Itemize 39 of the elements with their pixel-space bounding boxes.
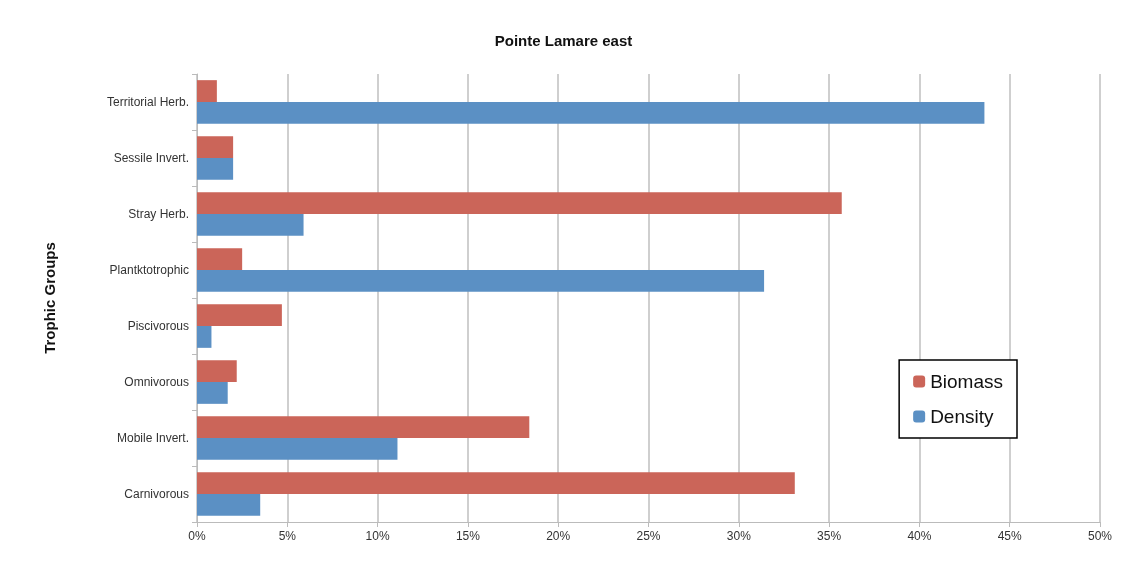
x-tick-label: 45% (997, 529, 1023, 543)
legend-label: Density (930, 406, 994, 427)
x-tick-label: 10% (365, 529, 390, 543)
y-axis-title: Trophic Groups (41, 242, 58, 354)
y-tick-label: Plantktotrophic (109, 263, 189, 277)
bar (197, 270, 765, 292)
x-tick-label: 15% (455, 529, 481, 543)
y-tick-label: Carnivorous (124, 487, 189, 501)
bar (197, 326, 212, 348)
chart-title: Pointe Lamare east (494, 32, 633, 49)
x-tick-label: 0% (188, 529, 206, 543)
bar (197, 494, 261, 516)
x-tick-label: 35% (817, 529, 842, 543)
legend-label: Biomass (930, 371, 1003, 392)
bar (197, 80, 217, 102)
y-tick-label: Sessile Invert. (113, 151, 189, 165)
bar (197, 136, 234, 158)
bar (197, 102, 985, 124)
bar (197, 382, 228, 404)
bar (197, 214, 304, 236)
x-tick-label: 5% (278, 529, 297, 543)
y-tick-label: Omnivorous (124, 375, 189, 389)
y-tick-label: Stray Herb. (128, 207, 189, 221)
bar (197, 192, 842, 214)
x-tick-label: 25% (636, 529, 661, 543)
bar (197, 438, 398, 460)
x-tick-label: 40% (907, 529, 932, 543)
bar (197, 360, 237, 382)
bar (197, 472, 795, 494)
bar (197, 158, 234, 180)
y-tick-label: Mobile Invert. (116, 431, 189, 445)
bar (197, 416, 530, 438)
x-tick-label: 20% (546, 529, 571, 543)
bar (197, 304, 282, 326)
y-tick-label: Piscivorous (127, 319, 189, 333)
x-tick-label: 30% (726, 529, 752, 543)
y-tick-label: Territorial Herb. (106, 95, 189, 109)
bar (197, 248, 243, 270)
x-tick-label: 50% (1087, 529, 1113, 543)
